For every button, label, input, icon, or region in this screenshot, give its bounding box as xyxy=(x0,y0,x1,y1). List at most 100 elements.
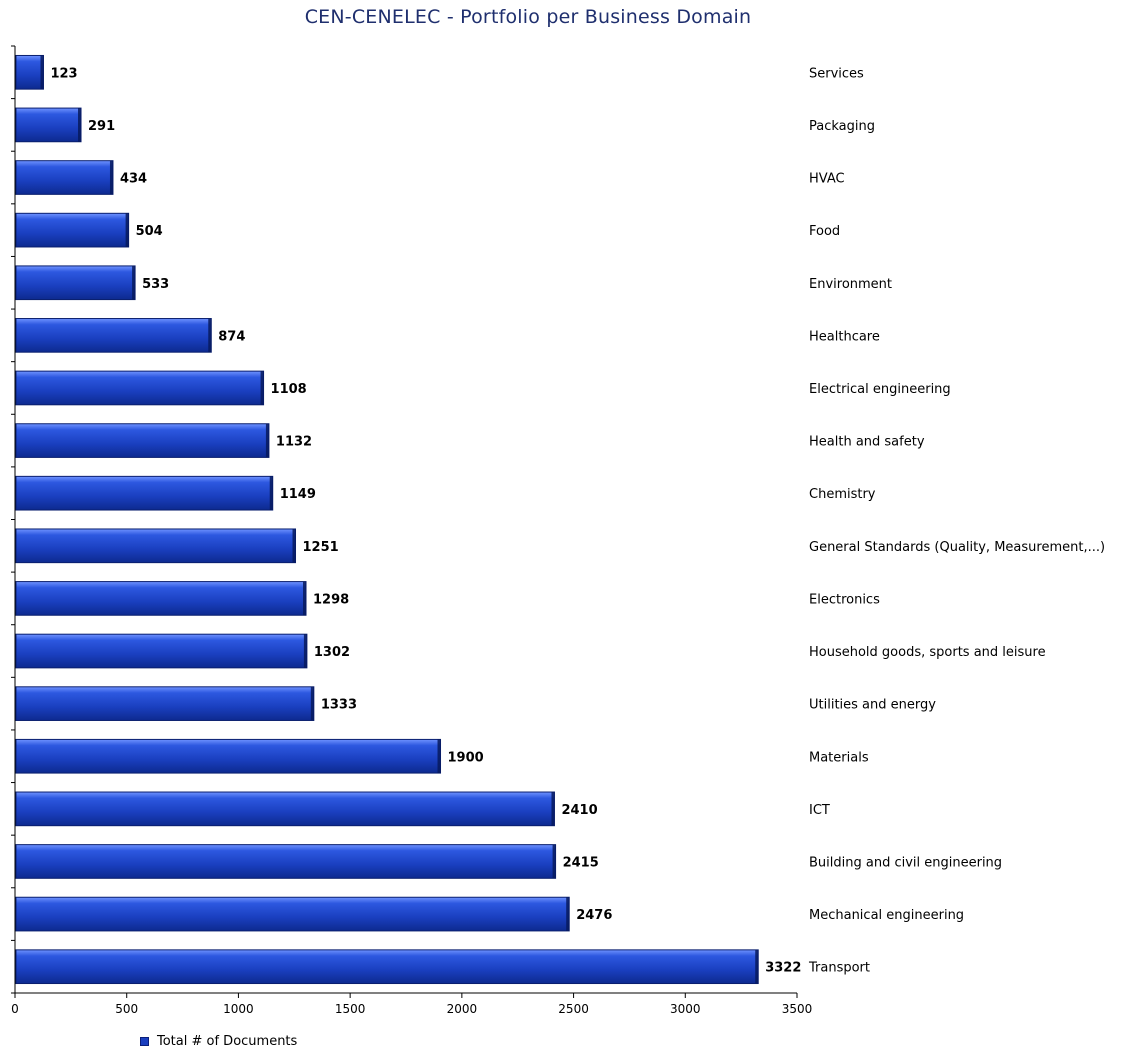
bar-group xyxy=(15,475,274,511)
bar-edge xyxy=(437,739,441,774)
category-label: Services xyxy=(809,66,864,81)
category-label: Electronics xyxy=(809,592,880,607)
category-label: Transport xyxy=(808,961,870,976)
x-tick-label: 3500 xyxy=(782,1002,813,1016)
bar-edge xyxy=(78,108,82,142)
category-label: ICT xyxy=(809,803,830,818)
bar-edge xyxy=(551,792,555,826)
category-label: General Standards (Quality, Measurement,… xyxy=(809,540,1105,555)
bar-edge xyxy=(208,318,212,353)
bar-group xyxy=(15,896,570,932)
value-label: 1302 xyxy=(314,645,350,660)
bar-group xyxy=(15,265,136,301)
value-label: 533 xyxy=(142,277,169,292)
bar xyxy=(15,318,212,353)
value-label: 1900 xyxy=(448,750,484,765)
bar-group xyxy=(15,54,44,90)
x-tick-label: 0 xyxy=(11,1002,19,1016)
bar xyxy=(15,212,130,248)
bar xyxy=(15,844,557,879)
bar xyxy=(15,738,442,774)
bar-group xyxy=(15,528,297,564)
bar-edge xyxy=(552,844,556,879)
bar-edge xyxy=(292,528,296,563)
legend-label: Total # of Documents xyxy=(157,1034,298,1049)
category-label: Health and safety xyxy=(809,435,925,450)
bar-group xyxy=(15,738,442,774)
value-label: 1333 xyxy=(321,698,357,713)
category-label: Healthcare xyxy=(809,329,880,344)
x-tick-label: 3000 xyxy=(670,1002,701,1016)
category-label: Materials xyxy=(809,750,869,765)
category-label: Mechanical engineering xyxy=(809,908,964,923)
chart-title: CEN-CENELEC - Portfolio per Business Dom… xyxy=(304,6,752,28)
value-label: 2476 xyxy=(576,908,612,923)
x-tick-label: 1000 xyxy=(223,1002,254,1016)
bar xyxy=(15,528,297,564)
category-label: Household goods, sports and leisure xyxy=(809,645,1046,660)
bar-group xyxy=(15,791,555,827)
category-label: Utilities and energy xyxy=(809,698,936,713)
value-label: 1132 xyxy=(276,435,312,450)
value-label: 1149 xyxy=(280,487,316,502)
bar xyxy=(15,949,759,985)
value-label: 434 xyxy=(120,172,147,187)
value-label: 1108 xyxy=(271,382,307,397)
bar-edge xyxy=(755,949,759,984)
category-label: Packaging xyxy=(809,119,875,134)
bar-group xyxy=(15,370,265,406)
category-label: Building and civil engineering xyxy=(809,855,1002,870)
bar-edge xyxy=(125,213,129,247)
bar xyxy=(15,265,136,301)
value-label: 2410 xyxy=(561,803,597,818)
bar xyxy=(15,633,308,669)
bar-group xyxy=(15,949,759,985)
x-tick-label: 2500 xyxy=(558,1002,589,1016)
bar-edge xyxy=(303,634,307,668)
bar-edge xyxy=(132,265,136,300)
bar xyxy=(15,54,44,90)
bar-edge xyxy=(109,160,113,195)
bar-group xyxy=(15,844,557,879)
bar-edge xyxy=(40,55,44,90)
value-label: 123 xyxy=(50,66,77,81)
bar-edge xyxy=(265,423,269,458)
bar-edge xyxy=(566,897,570,931)
bar xyxy=(15,423,270,458)
bar-group xyxy=(15,107,82,143)
category-label: Environment xyxy=(809,277,892,292)
bar xyxy=(15,581,307,616)
bar-group xyxy=(15,581,307,616)
bar xyxy=(15,686,315,721)
x-tick-label: 500 xyxy=(115,1002,138,1016)
bar-group xyxy=(15,423,270,458)
bar-group xyxy=(15,686,315,721)
bar xyxy=(15,370,265,406)
bar-edge xyxy=(310,686,314,721)
value-label: 291 xyxy=(88,119,115,134)
x-tick-label: 2000 xyxy=(447,1002,478,1016)
value-label: 504 xyxy=(136,224,163,239)
bar-edge xyxy=(260,371,264,405)
bar-group xyxy=(15,160,114,195)
bar xyxy=(15,160,114,195)
bar xyxy=(15,791,555,827)
x-tick-label: 1500 xyxy=(335,1002,366,1016)
bar-edge xyxy=(303,581,307,616)
bar-group xyxy=(15,318,212,353)
bar-group xyxy=(15,212,130,248)
bar-group xyxy=(15,633,308,669)
value-label: 874 xyxy=(218,329,245,344)
legend-swatch xyxy=(140,1037,149,1046)
bar xyxy=(15,107,82,143)
category-label: HVAC xyxy=(809,172,845,187)
legend: Total # of Documents xyxy=(140,1034,297,1049)
bar-edge xyxy=(269,476,273,511)
value-label: 1298 xyxy=(313,592,349,607)
value-label: 3322 xyxy=(765,961,801,976)
category-label: Chemistry xyxy=(809,487,876,502)
bar xyxy=(15,475,274,511)
category-label: Electrical engineering xyxy=(809,382,951,397)
bar xyxy=(15,896,570,932)
